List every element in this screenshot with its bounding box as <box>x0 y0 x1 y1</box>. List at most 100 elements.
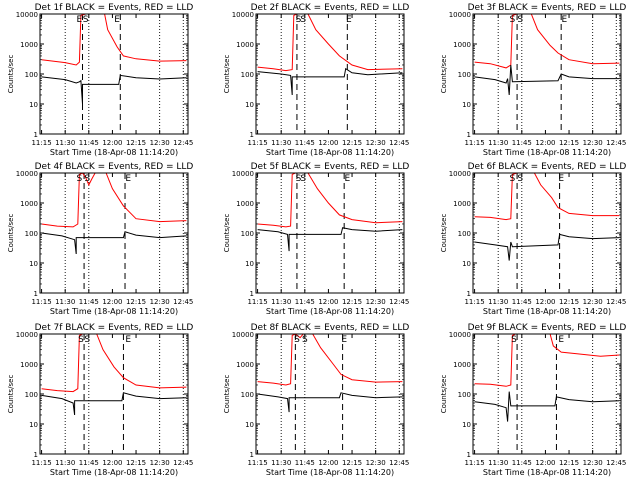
marker-label: S <box>296 174 302 184</box>
y-tick-label: 10 <box>29 101 38 109</box>
x-tick-label: 11:45 <box>79 139 99 147</box>
x-axis-label: Start Time (18-Apr-08 11:14:20) <box>266 148 394 157</box>
x-tick-label: 11:30 <box>55 298 75 306</box>
x-tick-label: 12:15 <box>342 298 362 306</box>
y-tick-label: 1 <box>250 131 254 139</box>
x-tick-label: 12:15 <box>559 459 579 467</box>
x-tick-label: 11:45 <box>295 298 315 306</box>
marker-label: E <box>344 174 350 184</box>
x-tick-label: 11:15 <box>247 139 267 147</box>
marker-label: S <box>84 335 90 345</box>
x-tick-label: 11:30 <box>488 298 508 306</box>
x-tick-label: 11:45 <box>79 298 99 306</box>
y-tick-label: 100 <box>25 71 38 79</box>
marker-label: S <box>517 174 523 184</box>
y-axis-label: Counts/sec <box>223 55 231 94</box>
y-tick-label: 1 <box>34 290 38 298</box>
chart-title: Det 8f BLACK = Events, RED = LLD <box>251 323 410 333</box>
x-tick-label: 12:45 <box>173 459 193 467</box>
x-tick-label: 11:30 <box>488 459 508 467</box>
x-tick-label: 12:45 <box>606 298 626 306</box>
x-tick-label: 12:30 <box>366 139 386 147</box>
plot-frame <box>255 172 405 294</box>
y-tick-label: 10000 <box>16 11 38 19</box>
x-tick-label: 12:30 <box>583 459 603 467</box>
x-tick-label: 12:00 <box>535 139 555 147</box>
chart-title: Det 7f BLACK = Events, RED = LLD <box>35 323 194 333</box>
chart-title: Det 2f BLACK = Events, RED = LLD <box>251 3 410 13</box>
series-line-lld <box>474 14 620 69</box>
y-tick-label: 10 <box>462 260 471 268</box>
panel: Det 7f BLACK = Events, RED = LLD Counts/s… <box>7 323 193 477</box>
y-tick-label: 100 <box>25 230 38 238</box>
x-axis-label: Start Time (18-Apr-08 11:14:20) <box>483 148 611 157</box>
marker-label: E <box>77 15 83 25</box>
marker-label: E <box>561 15 567 25</box>
chart-title: Det 5f BLACK = Events, RED = LLD <box>251 162 410 172</box>
x-tick-label: 12:45 <box>606 459 626 467</box>
marker-label: E <box>125 335 131 345</box>
marker-label: E <box>558 335 564 345</box>
x-tick-label: 12:15 <box>559 139 579 147</box>
y-tick-label: 10 <box>245 101 254 109</box>
x-tick-label: 11:30 <box>271 139 291 147</box>
y-tick-label: 100 <box>241 230 254 238</box>
y-tick-label: 1000 <box>453 361 471 369</box>
series-line-lld <box>257 334 403 386</box>
y-axis-label: Counts/sec <box>7 214 15 253</box>
x-tick-label: 12:45 <box>173 298 193 306</box>
series-line-events <box>474 391 620 422</box>
x-tick-label: 11:30 <box>55 139 75 147</box>
series-line-lld <box>41 173 187 228</box>
marker-label: S <box>294 335 300 345</box>
y-tick-label: 10 <box>29 421 38 429</box>
x-axis-label: Start Time (18-Apr-08 11:14:20) <box>50 307 178 316</box>
x-tick-label: 12:30 <box>150 139 170 147</box>
series-line-events <box>41 74 187 105</box>
y-tick-label: 1 <box>250 451 254 459</box>
series-line-lld <box>474 334 620 387</box>
x-tick-label: 11:15 <box>31 459 51 467</box>
x-tick-label: 12:15 <box>342 459 362 467</box>
series-line-lld <box>257 14 403 72</box>
y-tick-label: 10000 <box>232 11 254 19</box>
y-tick-label: 100 <box>458 391 471 399</box>
marker-label: S <box>517 15 523 25</box>
series-line-events <box>257 227 403 252</box>
y-tick-label: 100 <box>241 71 254 79</box>
series-line-lld <box>474 173 620 221</box>
chart-title: Det 3f BLACK = Events, RED = LLD <box>468 3 627 13</box>
series-line-events <box>41 392 187 416</box>
marker-label: E <box>114 15 120 25</box>
x-tick-label: 11:15 <box>247 459 267 467</box>
y-tick-label: 10000 <box>16 170 38 178</box>
y-tick-label: 100 <box>25 391 38 399</box>
panel: Det 3f BLACK = Events, RED = LLD Counts/s… <box>440 3 626 157</box>
x-tick-label: 12:45 <box>389 139 409 147</box>
y-tick-label: 1000 <box>453 41 471 49</box>
marker-label: E <box>341 335 347 345</box>
x-tick-label: 11:15 <box>247 298 267 306</box>
y-tick-label: 100 <box>458 71 471 79</box>
x-tick-label: 12:00 <box>102 139 122 147</box>
series-line-events <box>41 231 187 255</box>
x-tick-label: 11:15 <box>464 298 484 306</box>
x-tick-label: 12:00 <box>318 139 338 147</box>
x-tick-label: 11:45 <box>512 459 532 467</box>
plot-frame <box>255 333 405 455</box>
x-tick-label: 12:00 <box>535 298 555 306</box>
y-axis-label: Counts/sec <box>223 375 231 414</box>
plot-frame <box>472 333 622 455</box>
x-tick-label: 11:15 <box>464 459 484 467</box>
chart-title: Det 4f BLACK = Events, RED = LLD <box>35 162 194 172</box>
x-tick-label: 12:30 <box>366 459 386 467</box>
y-tick-label: 10 <box>462 101 471 109</box>
y-axis-label: Counts/sec <box>440 375 448 414</box>
y-tick-label: 1000 <box>236 200 254 208</box>
y-axis-label: Counts/sec <box>7 375 15 414</box>
marker-label: S <box>300 15 306 25</box>
x-axis-label: Start Time (18-Apr-08 11:14:20) <box>483 468 611 477</box>
x-tick-label: 12:30 <box>583 298 603 306</box>
chart-title: Det 1f BLACK = Events, RED = LLD <box>35 3 194 13</box>
